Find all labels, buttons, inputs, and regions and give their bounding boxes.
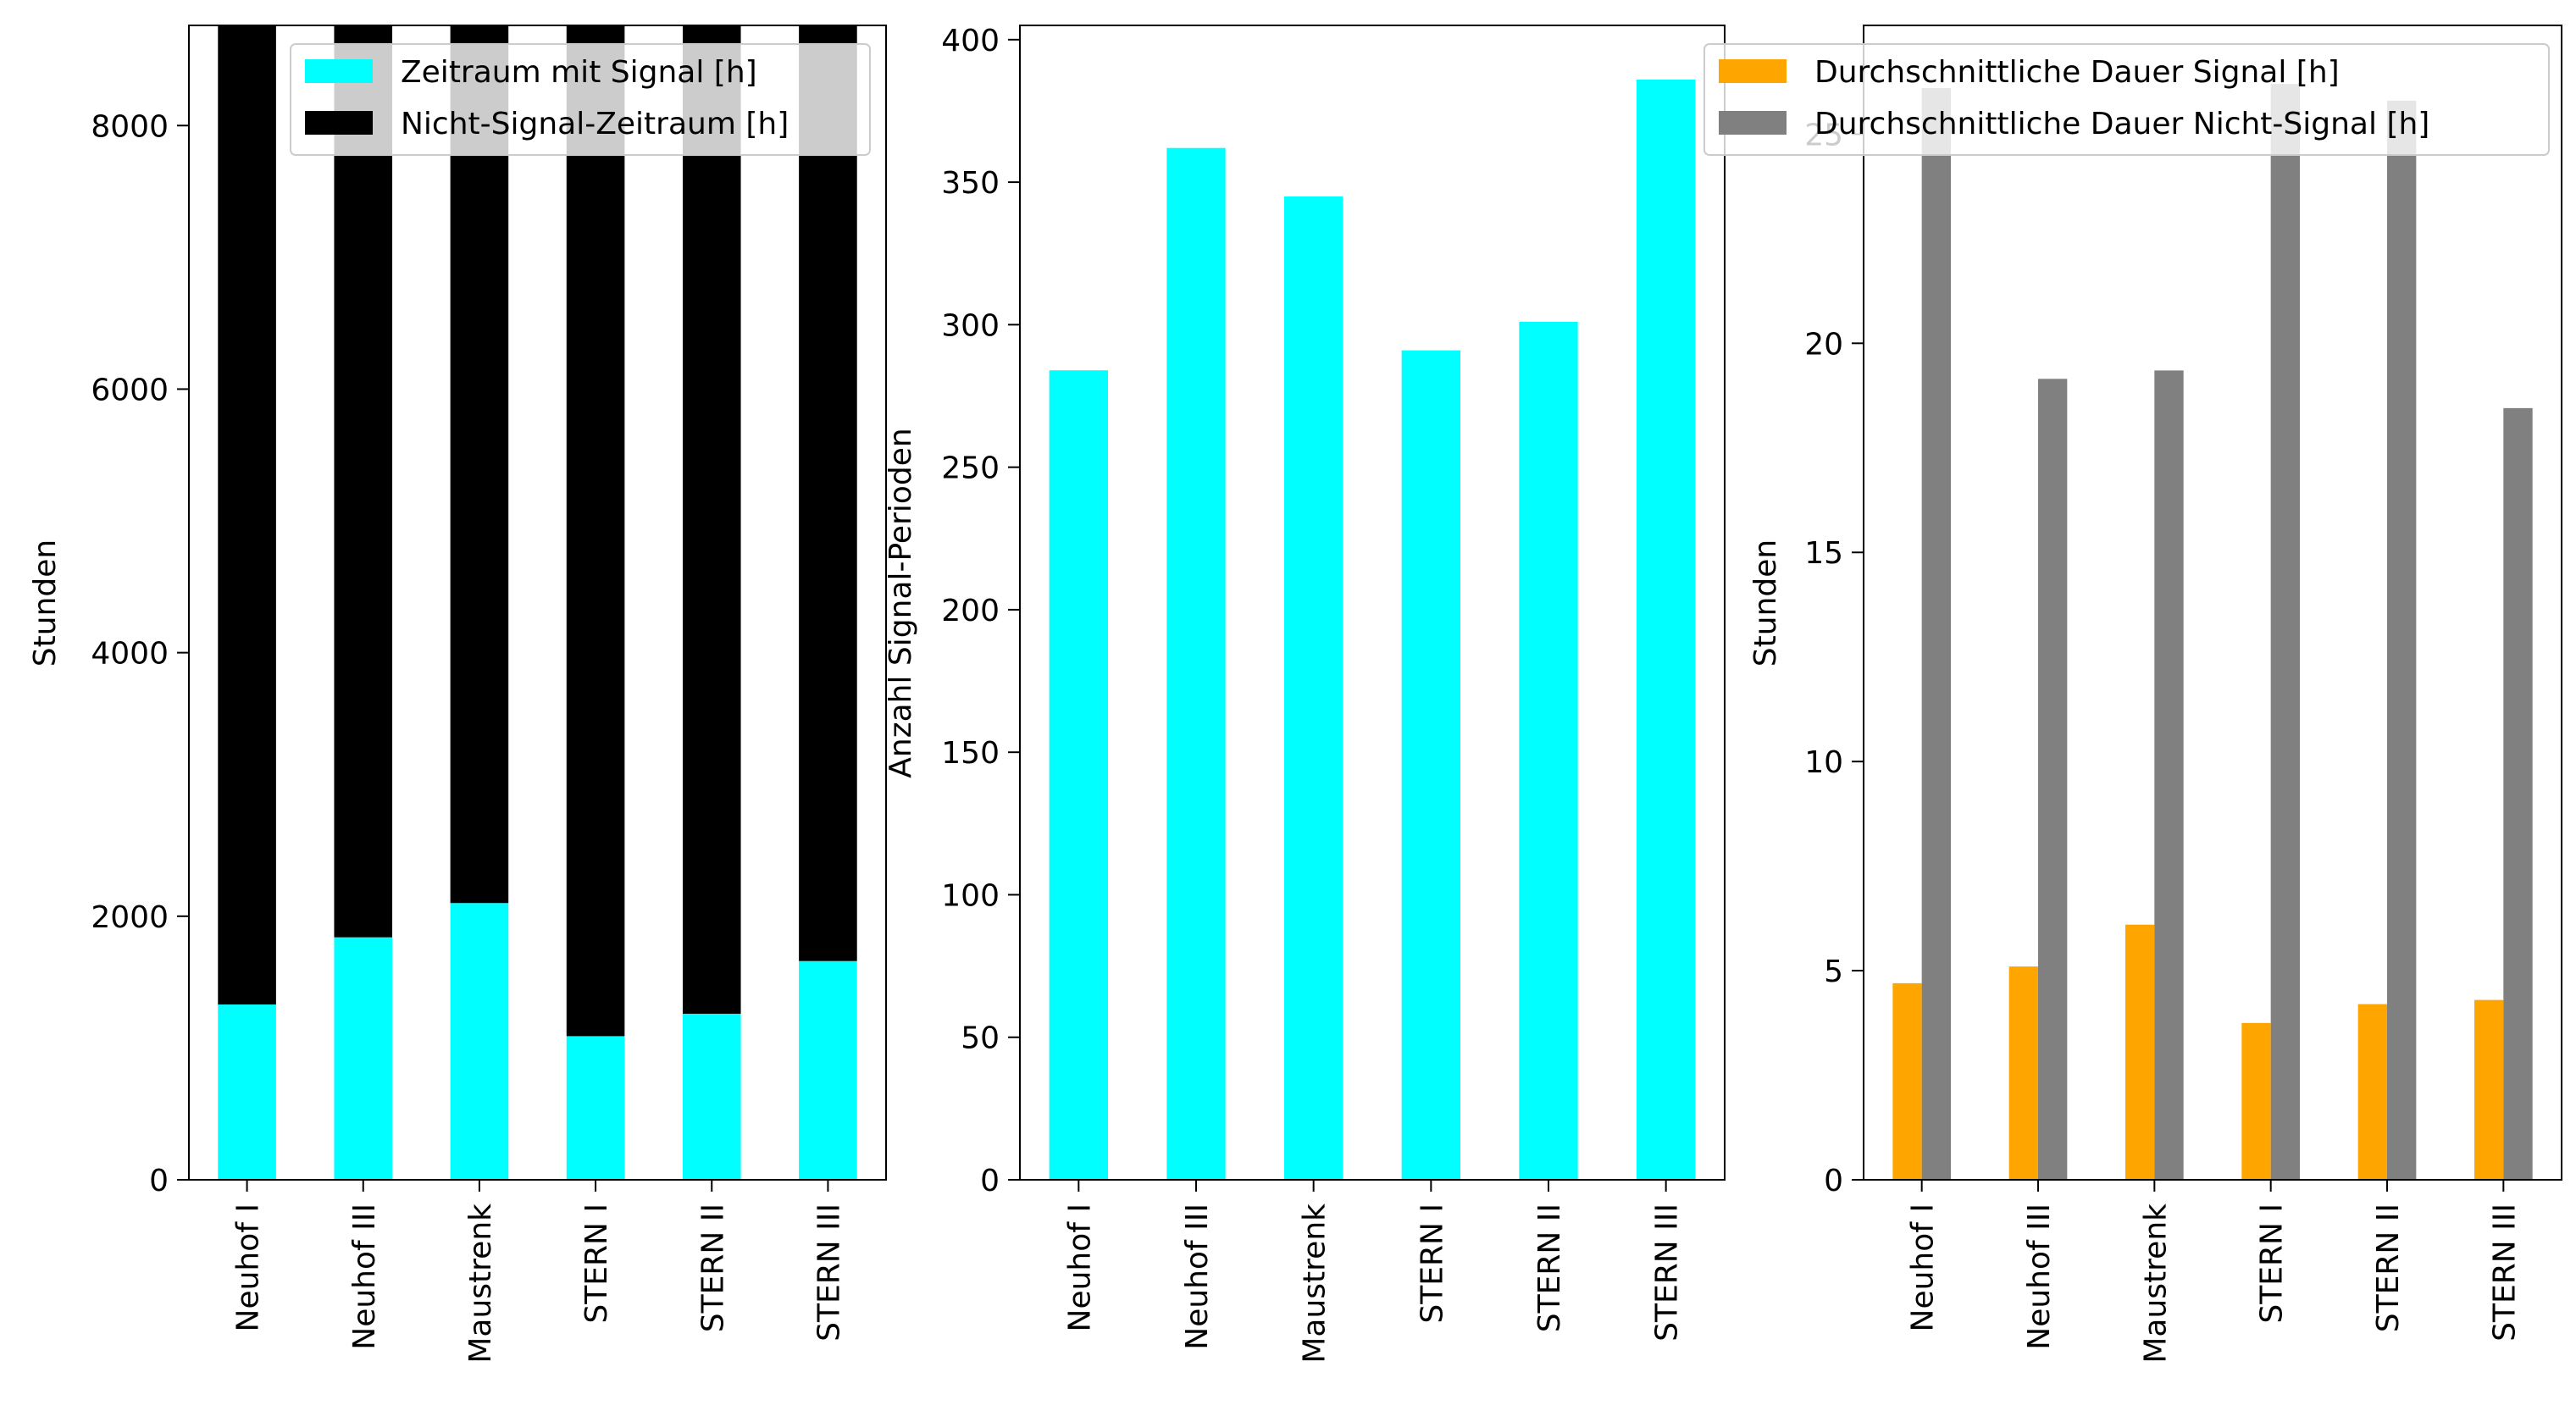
x-tick-label: STERN I bbox=[579, 1204, 614, 1324]
legend-box bbox=[1703, 43, 2550, 156]
y-axis: 0 50 100 150 200 250 300 350 400 bbox=[941, 24, 1020, 1198]
y-tick-label: 0 bbox=[980, 1164, 1000, 1198]
bar-3 bbox=[1284, 196, 1343, 1181]
y-tick-label: 8000 bbox=[91, 109, 169, 144]
y-tick-label: 4000 bbox=[91, 637, 169, 672]
x-tick-label: Maustrenk bbox=[2138, 1204, 2173, 1364]
y-tick-label: 100 bbox=[941, 878, 1000, 913]
legend-label: Durchschnittliche Dauer Signal [h] bbox=[1814, 55, 2340, 90]
x-tick-label: Neuhof III bbox=[347, 1204, 382, 1350]
bar-6 bbox=[1637, 79, 1696, 1180]
bar-non-signal-5 bbox=[2387, 100, 2417, 1180]
y-tick-label: 2000 bbox=[91, 900, 169, 935]
x-tick-label: Neuhof III bbox=[2022, 1204, 2057, 1350]
bar-signal-4 bbox=[566, 1036, 625, 1180]
x-tick-label: Maustrenk bbox=[463, 1204, 498, 1364]
legend-swatch bbox=[1719, 111, 1787, 135]
y-axis: 0510152025 bbox=[1804, 118, 1864, 1198]
legend: Zeitraum mit Signal [h] Nicht-Signal-Zeit… bbox=[290, 43, 871, 156]
bars bbox=[1892, 84, 2533, 1181]
bar-non-signal-6 bbox=[2503, 407, 2533, 1180]
legend-box bbox=[290, 43, 871, 156]
bar-signal-3 bbox=[2125, 924, 2155, 1180]
bar-signal-5 bbox=[682, 1013, 741, 1180]
y-tick-label: 5 bbox=[1824, 955, 1843, 989]
y-tick-label: 20 bbox=[1804, 327, 1843, 362]
bar-non-signal-2 bbox=[2038, 379, 2068, 1180]
y-tick-label: 15 bbox=[1804, 536, 1843, 571]
y-tick-label: 200 bbox=[941, 594, 1000, 628]
y-tick-label: 150 bbox=[941, 736, 1000, 771]
y-axis-label: Anzahl Signal-Perioden bbox=[884, 428, 918, 777]
bar-signal-2 bbox=[2008, 966, 2038, 1180]
y-tick-label: 0 bbox=[1824, 1164, 1843, 1198]
y-tick-label: 350 bbox=[941, 166, 1000, 201]
bars bbox=[218, 25, 857, 1180]
x-tick-label: Neuhof I bbox=[231, 1204, 266, 1331]
bar-4 bbox=[1401, 350, 1460, 1180]
bar-non-signal-4 bbox=[566, 25, 625, 1037]
x-tick-label: Neuhof III bbox=[1180, 1204, 1215, 1350]
axes-frame bbox=[1019, 25, 1726, 1181]
y-tick-label: 300 bbox=[941, 308, 1000, 343]
axes-frame bbox=[188, 25, 887, 1181]
y-tick-label: 50 bbox=[961, 1021, 1000, 1056]
legend-swatch bbox=[1719, 59, 1787, 83]
x-axis: Neuhof I Neuhof III Maustrenk STERN I STERN … bbox=[1906, 1180, 2522, 1364]
x-tick-label: Neuhof I bbox=[1062, 1204, 1097, 1331]
x-tick-label: Neuhof I bbox=[1906, 1204, 1941, 1331]
bar-2 bbox=[1166, 147, 1226, 1180]
x-tick-label: STERN II bbox=[2371, 1204, 2406, 1332]
bar-signal-6 bbox=[799, 960, 857, 1180]
chart-panel-1: 0 2000 4000 6000 8000 Neuhof I Neuhof III Maust… bbox=[28, 25, 887, 1364]
y-axis-label: Stunden bbox=[1748, 540, 1783, 667]
y-tick-label: 400 bbox=[941, 24, 1000, 58]
bar-non-signal-4 bbox=[2270, 84, 2300, 1180]
bar-signal-5 bbox=[2357, 1004, 2387, 1180]
bar-1 bbox=[1049, 370, 1108, 1180]
bar-non-signal-3 bbox=[450, 25, 509, 904]
x-axis: Neuhof I Neuhof III Maustrenk STERN I STERN … bbox=[1062, 1180, 1685, 1364]
y-axis: 0 2000 4000 6000 8000 bbox=[91, 109, 189, 1198]
bar-signal-4 bbox=[2241, 1022, 2271, 1180]
legend-swatch bbox=[305, 111, 373, 135]
x-tick-label: STERN II bbox=[1532, 1204, 1567, 1332]
bar-non-signal-1 bbox=[1921, 88, 1951, 1181]
y-tick-label: 250 bbox=[941, 451, 1000, 486]
x-tick-label: STERN I bbox=[1415, 1204, 1449, 1324]
y-tick-label: 0 bbox=[149, 1164, 169, 1198]
x-axis: Neuhof I Neuhof III Maustrenk STERN I STERN … bbox=[231, 1180, 846, 1364]
legend-label: Durchschnittliche Dauer Nicht-Signal [h] bbox=[1814, 107, 2429, 141]
legend-swatch bbox=[305, 59, 373, 83]
x-tick-label: STERN II bbox=[695, 1204, 730, 1332]
bar-5 bbox=[1519, 322, 1578, 1180]
x-tick-label: STERN III bbox=[1650, 1204, 1685, 1342]
bar-signal-2 bbox=[334, 937, 393, 1180]
x-tick-label: STERN I bbox=[2255, 1204, 2290, 1324]
x-tick-label: Maustrenk bbox=[1298, 1204, 1332, 1364]
bar-non-signal-1 bbox=[218, 25, 276, 1005]
bars bbox=[1049, 79, 1696, 1181]
y-tick-label: 10 bbox=[1804, 745, 1843, 780]
y-tick-label: 6000 bbox=[91, 373, 169, 407]
x-tick-label: STERN III bbox=[812, 1204, 846, 1342]
legend-label: Nicht-Signal-Zeitraum [h] bbox=[401, 107, 789, 141]
legend-label: Zeitraum mit Signal [h] bbox=[401, 55, 757, 90]
legend: Durchschnittliche Dauer Signal [h] Durchs… bbox=[1703, 43, 2550, 156]
bar-non-signal-2 bbox=[334, 25, 393, 938]
bar-signal-3 bbox=[450, 903, 509, 1180]
bar-non-signal-3 bbox=[2154, 370, 2184, 1181]
bar-signal-1 bbox=[218, 1004, 276, 1180]
axes-frame bbox=[1863, 25, 2562, 1181]
bar-non-signal-5 bbox=[682, 25, 741, 1014]
bar-signal-6 bbox=[2474, 999, 2504, 1180]
x-tick-label: STERN III bbox=[2487, 1204, 2522, 1342]
y-axis-label: Stunden bbox=[28, 540, 63, 667]
bar-signal-1 bbox=[1892, 982, 1922, 1180]
bar-non-signal-6 bbox=[799, 25, 857, 961]
